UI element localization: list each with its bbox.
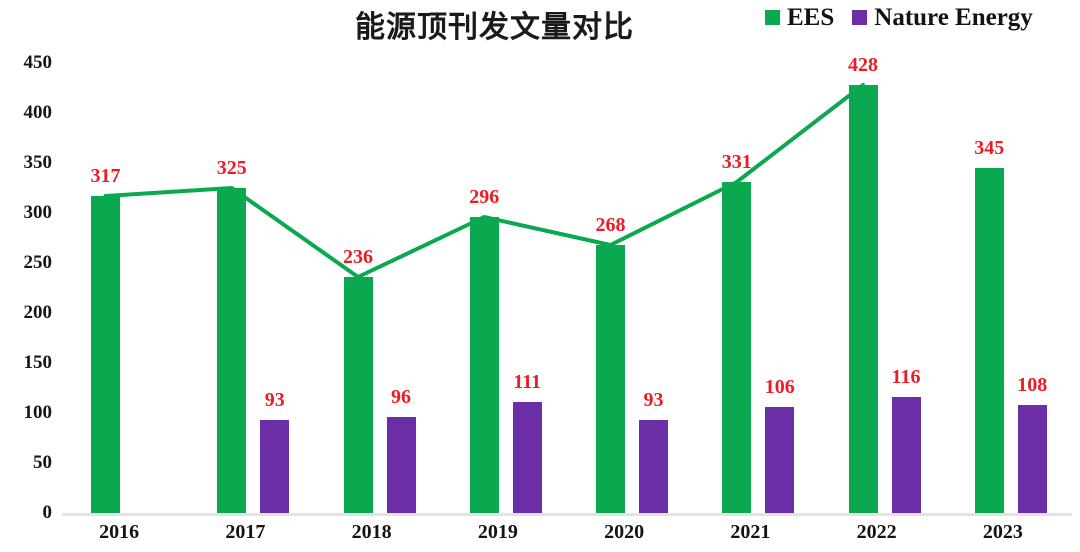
data-label-ees: 345 (974, 137, 1005, 159)
bar-nature-energy[interactable] (386, 417, 416, 513)
legend-label: Nature Energy (874, 4, 1033, 31)
square-swatch-icon (852, 10, 868, 25)
bar-nature-energy[interactable] (1017, 405, 1047, 513)
page-title: 能源顶刊发文量对比 (355, 10, 634, 45)
chart-header: 能源顶刊发文量对比 EES Nature Energy (0, 0, 1080, 45)
bar-ees[interactable] (91, 196, 120, 513)
y-axis-tick-label: 100 (23, 402, 53, 423)
bar-group: 345 108 (946, 40, 1072, 513)
bar-ees[interactable] (343, 277, 373, 513)
data-label-nature-energy: 108 (1017, 374, 1048, 396)
data-label-ees: 331 (721, 151, 752, 173)
data-label-ees: 236 (343, 246, 373, 268)
bar-ees[interactable] (469, 217, 499, 513)
bar-ees[interactable] (217, 188, 247, 513)
bar-group: 428 116 (820, 40, 946, 513)
data-label-ees: 268 (595, 214, 626, 236)
square-swatch-icon (765, 10, 780, 25)
data-label-ees: 325 (216, 157, 247, 179)
y-axis-tick-label: 50 (33, 452, 52, 473)
y-axis-tick-label: 0 (42, 502, 53, 523)
bar-ees[interactable] (722, 182, 752, 513)
data-label-ees: 317 (90, 165, 121, 187)
bar-group: 296 111 (441, 40, 567, 513)
x-axis-tick-label: 2016 (99, 521, 140, 543)
bar-nature-energy[interactable] (765, 407, 795, 513)
data-label-ees: 428 (848, 54, 878, 76)
legend-label: EES (787, 4, 835, 31)
bar-nature-energy[interactable] (260, 420, 290, 513)
bar-group: 317 (62, 40, 188, 513)
bar-group: 325 93 (188, 40, 314, 513)
x-axis-line (62, 513, 1072, 516)
data-label-nature-energy: 93 (264, 389, 285, 411)
y-axis: 450 400 350 300 250 200 150 100 50 0 (0, 0, 62, 552)
legend-item-2[interactable]: Nature Energy (852, 5, 1033, 30)
x-axis-tick-label: 2017 (225, 521, 266, 543)
data-label-nature-energy: 96 (391, 386, 411, 408)
x-axis-tick-label: 2019 (477, 521, 518, 543)
x-axis-tick-label: 2021 (730, 521, 771, 543)
bar-nature-energy[interactable] (512, 402, 542, 513)
bar-ees[interactable] (596, 245, 625, 513)
y-axis-tick-label: 450 (23, 52, 53, 73)
data-label-nature-energy: 106 (764, 376, 795, 398)
bar-ees[interactable] (848, 85, 878, 513)
data-label-nature-energy: 93 (643, 389, 664, 411)
plot-area: 317 325 93 236 96 296 111 268 93 331 106 428 116 345 1… (62, 40, 1072, 513)
bar-group: 331 106 (693, 40, 819, 513)
bar-group: 236 96 (315, 40, 441, 513)
legend-item-1[interactable]: EES (765, 5, 834, 30)
y-axis-tick-label: 400 (23, 102, 53, 123)
x-axis-tick-label: 2020 (604, 521, 645, 543)
x-axis-tick-label: 2022 (856, 521, 897, 543)
bar-ees[interactable] (974, 168, 1004, 513)
x-axis-tick-label: 2018 (351, 521, 392, 543)
data-label-nature-energy: 116 (891, 366, 921, 388)
bar-nature-energy[interactable] (639, 420, 668, 513)
data-label-nature-energy: 111 (513, 371, 542, 393)
y-axis-tick-label: 200 (23, 302, 53, 323)
data-label-ees: 296 (469, 186, 500, 208)
y-axis-tick-label: 250 (23, 252, 53, 273)
y-axis-tick-label: 300 (23, 202, 53, 223)
bar-nature-energy[interactable] (891, 397, 921, 513)
y-axis-tick-label: 350 (23, 152, 53, 173)
chart-legend: EES Nature Energy (765, 5, 1033, 30)
x-axis-tick-label: 2023 (982, 521, 1023, 543)
y-axis-tick-label: 150 (23, 352, 53, 373)
bar-group: 268 93 (567, 40, 693, 513)
